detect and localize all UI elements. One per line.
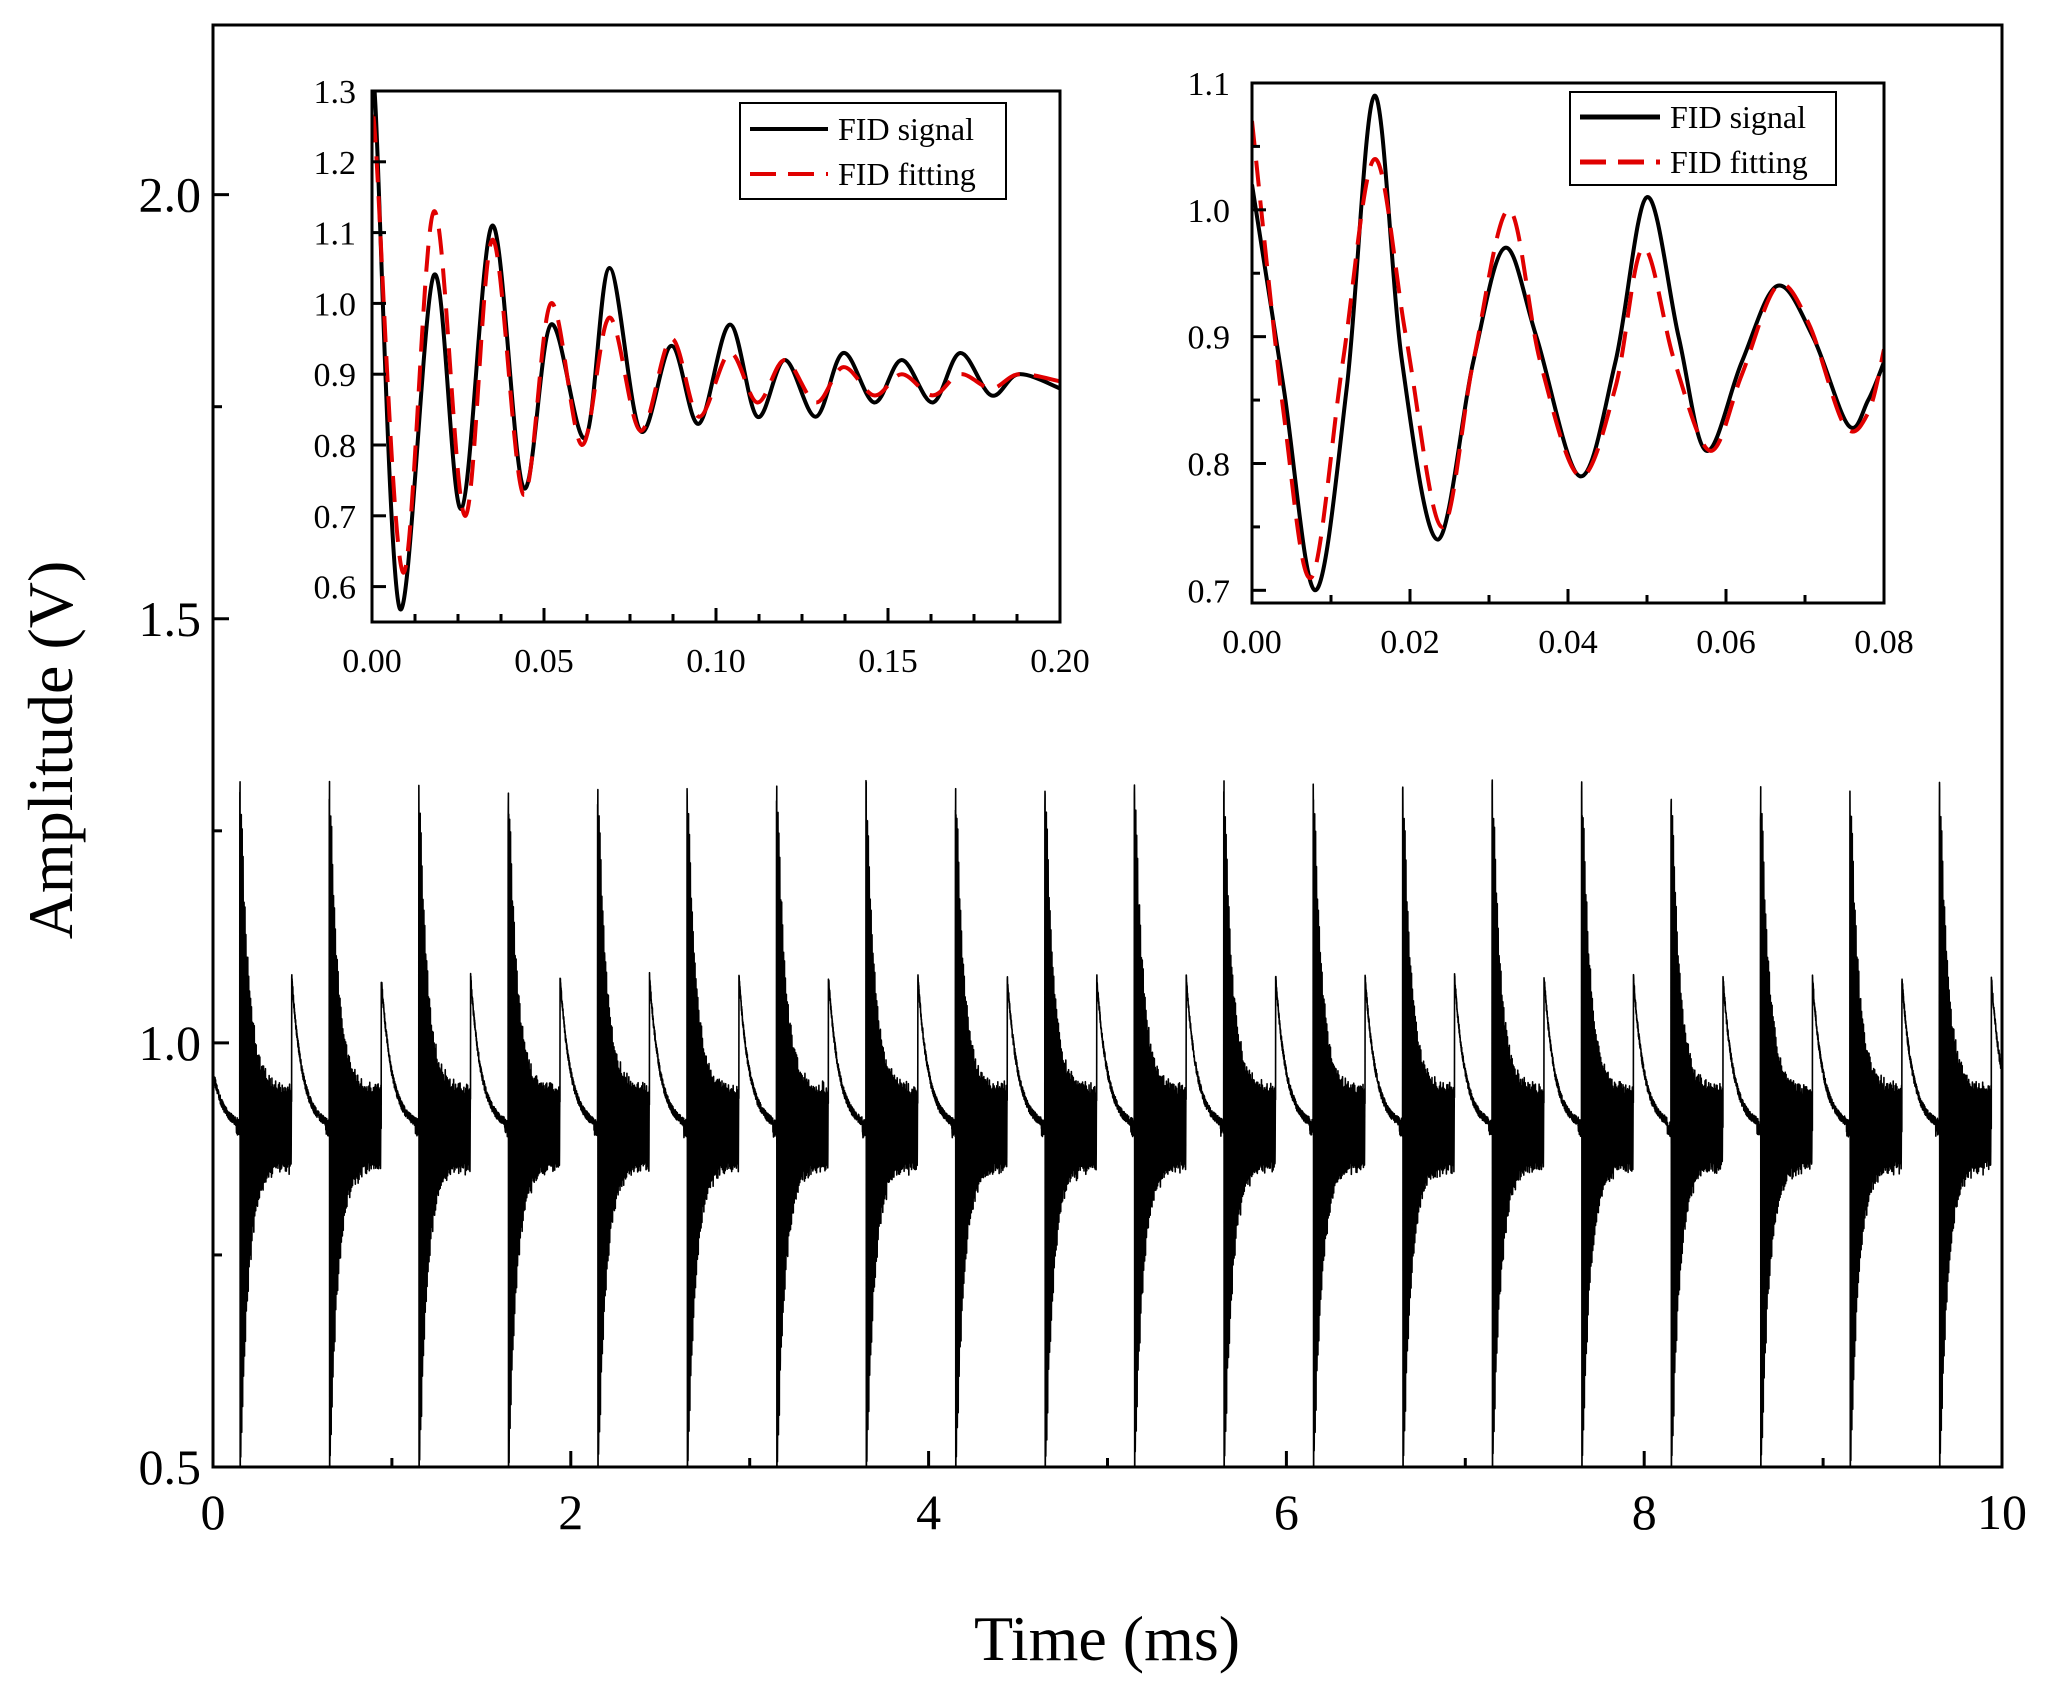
main-signal-path	[213, 779, 2002, 1467]
inset-left-signal-line	[372, 91, 1060, 612]
inset-left-legend-signal-label: FID signal	[838, 111, 974, 147]
inset-left-x-tick-label: 0.15	[858, 643, 918, 680]
inset-right-y-tick-label: 0.7	[1188, 573, 1231, 610]
inset-left-x-tick-label: 0.10	[686, 643, 746, 680]
inset-left-legend-box	[739, 102, 1007, 200]
inset-right-legend-box	[1569, 91, 1837, 186]
inset-right-legend-signal-label: FID signal	[1670, 99, 1806, 135]
inset-right-x-tick-label: 0.04	[1538, 624, 1598, 661]
inset-left-y-tick-label: 0.6	[314, 570, 357, 607]
inset-left-fitting-line	[372, 106, 1060, 575]
inset-right-legend: FID signal FID fitting	[1569, 91, 1837, 186]
inset-left-x-tick-label: 0.00	[342, 643, 402, 680]
inset-left-x-tick-label: 0.05	[514, 643, 574, 680]
inset-right-y-tick-label: 0.9	[1188, 320, 1231, 357]
main-x-tick-label: 0	[201, 1484, 226, 1540]
inset-right-x-tick-label: 0.02	[1380, 624, 1440, 661]
main-x-tick-label: 4	[916, 1484, 941, 1540]
inset-left-legend: FID signal FID fitting	[739, 102, 1007, 200]
inset-right-lines	[1252, 93, 1884, 593]
inset-left-y-tick-label: 0.8	[314, 428, 357, 465]
inset-left-x-tick-label: 0.20	[1030, 643, 1090, 680]
main-x-tick-label: 6	[1274, 1484, 1299, 1540]
main-y-tick-label: 1.0	[139, 1015, 202, 1071]
main-fid-signal-trace	[213, 779, 2002, 1467]
main-x-tick-label: 2	[558, 1484, 583, 1540]
inset-left-y-tick-label: 0.7	[314, 499, 357, 536]
inset-left-lines	[372, 91, 1060, 612]
main-y-tick-label: 2.0	[139, 167, 202, 223]
inset-right-fitting-line	[1252, 120, 1884, 580]
main-axis-ticks: 0 2 4 6 8 10 0.5 1.0 1.5 2.0	[139, 167, 2028, 1540]
inset-left-y-tick-label: 1.1	[314, 216, 357, 253]
inset-left-y-tick-label: 0.9	[314, 357, 357, 394]
y-axis-title: Amplitude (V)	[15, 561, 86, 940]
main-y-tick-label: 1.5	[139, 591, 202, 647]
inset-right-legend-fitting-label: FID fitting	[1670, 144, 1808, 180]
x-axis-title: Time (ms)	[974, 1603, 1240, 1674]
inset-right-ticks: 0.00 0.02 0.04 0.06 0.08 0.7 0.8 0.9 1.0 1.1	[1188, 66, 1914, 661]
main-x-tick-label: 8	[1632, 1484, 1657, 1540]
inset-right-y-tick-label: 0.8	[1188, 446, 1231, 483]
inset-left-ticks: 0.00 0.05 0.10 0.15 0.20 0.6 0.7 0.8 0.9 1.0 1.1 1.…	[314, 74, 1090, 680]
inset-right-y-tick-label: 1.0	[1188, 193, 1231, 230]
main-x-tick-label: 10	[1977, 1484, 2027, 1540]
inset-right-x-tick-label: 0.00	[1222, 624, 1282, 661]
inset-left-legend-fitting-label: FID fitting	[838, 156, 976, 192]
inset-right-x-tick-label: 0.06	[1696, 624, 1756, 661]
inset-right-y-tick-label: 1.1	[1188, 66, 1231, 103]
inset-left-y-tick-label: 1.3	[314, 74, 357, 111]
inset-right-x-tick-label: 0.08	[1854, 624, 1914, 661]
main-y-tick-label: 0.5	[139, 1439, 202, 1495]
inset-left-y-tick-label: 1.0	[314, 286, 357, 323]
inset-left-y-tick-label: 1.2	[314, 145, 357, 182]
